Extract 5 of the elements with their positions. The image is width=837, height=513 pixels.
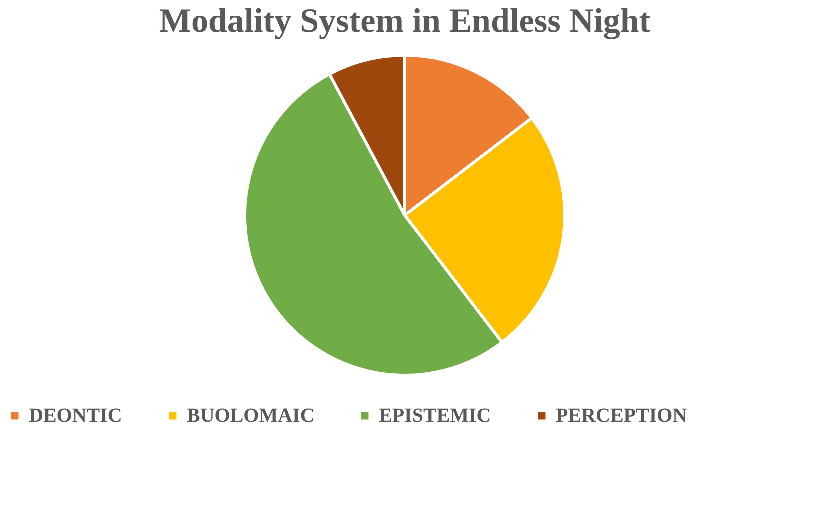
chart-title: Modality System in Endless Night <box>159 3 652 40</box>
legend-label: BUOLOMAIC <box>187 405 315 427</box>
legend-label: PERCEPTION <box>556 405 688 427</box>
legend-label: EPISTEMIC <box>379 405 492 427</box>
legend-label: DEONTIC <box>29 405 122 427</box>
